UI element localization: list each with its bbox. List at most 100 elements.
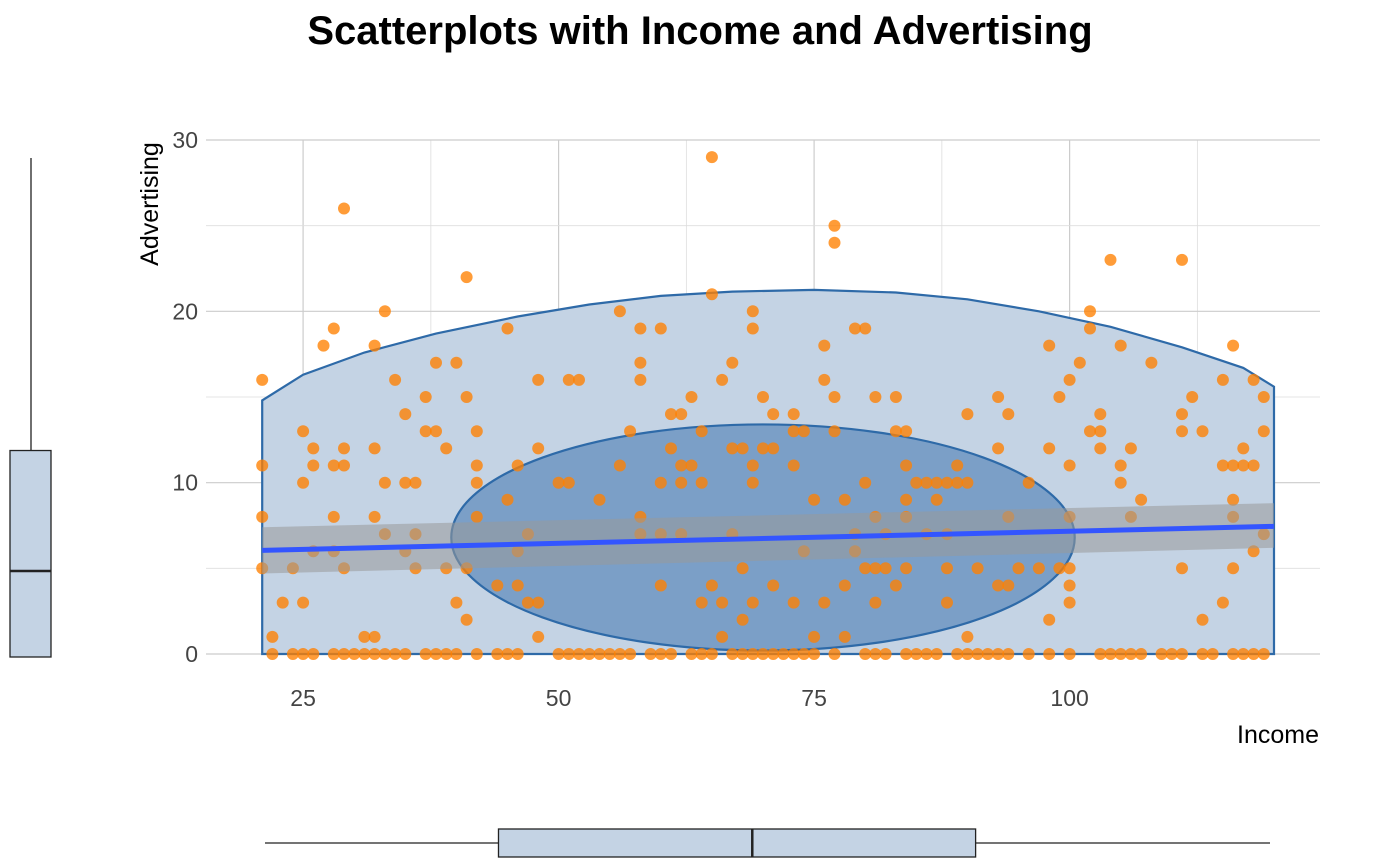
scatter-point: [1155, 648, 1168, 660]
scatter-point: [307, 442, 320, 455]
scatter-point: [327, 510, 340, 523]
scatter-point: [624, 648, 637, 660]
scatter-point: [460, 613, 473, 626]
scatter-point: [695, 596, 708, 609]
scatter-point: [920, 476, 933, 489]
scatter-point: [430, 356, 442, 369]
scatter-point: [695, 476, 708, 489]
scatter-point: [818, 373, 831, 386]
scatter-point: [430, 425, 442, 438]
scatter-point: [1247, 648, 1260, 660]
scatter-point: [757, 442, 769, 455]
scatter-point: [746, 322, 759, 335]
scatter-point: [1063, 648, 1076, 660]
scatter-point: [767, 408, 780, 421]
scatter-point: [654, 476, 667, 489]
scatter-point: [470, 648, 483, 660]
scatter-point: [470, 459, 483, 472]
scatter-point: [634, 373, 647, 386]
scatter-point: [562, 476, 575, 489]
scatter-point: [562, 648, 575, 660]
scatter-point: [501, 493, 514, 506]
scatter-point: [685, 648, 698, 660]
scatter-point: [307, 459, 320, 472]
scatter-point: [1094, 408, 1107, 421]
scatter-point: [368, 510, 381, 523]
scatter-point: [399, 476, 412, 489]
y-tick-label: 0: [185, 641, 198, 667]
scatter-point: [992, 442, 1005, 455]
scatter-point: [634, 356, 647, 369]
scatter-point: [1022, 648, 1035, 660]
scatter-point: [1043, 339, 1056, 352]
scatter-point: [1063, 373, 1076, 386]
scatter-point: [613, 305, 626, 318]
scatter-point: [828, 425, 841, 438]
scatter-point: [746, 305, 759, 318]
scatter-point: [419, 425, 432, 438]
scatter-point: [746, 459, 759, 472]
scatter-point: [1114, 476, 1127, 489]
scatter-point: [787, 408, 800, 421]
scatter-point: [358, 630, 371, 643]
scatter-point: [746, 476, 759, 489]
scatter-point: [869, 562, 882, 575]
scatter-point: [1094, 648, 1107, 660]
scatter-point: [501, 648, 514, 660]
scatter-point: [818, 596, 831, 609]
scatter-point: [491, 648, 504, 660]
scatter-point: [317, 339, 330, 352]
scatter-point: [767, 648, 780, 660]
scatter-point: [573, 373, 585, 386]
scatter-point: [787, 596, 800, 609]
scatter-point: [1196, 648, 1209, 660]
scatter-point: [307, 648, 320, 660]
scatter-point: [685, 391, 698, 403]
scatter-point: [941, 596, 953, 609]
scatter-point: [603, 648, 616, 660]
scatter-point: [746, 648, 759, 660]
scatter-point: [910, 476, 923, 489]
scatter-point: [992, 391, 1005, 403]
scatter-point: [368, 648, 381, 660]
scatter-point: [1227, 648, 1240, 660]
scatter-point: [470, 510, 483, 523]
scatter-point: [409, 476, 422, 489]
scatter-point: [593, 648, 606, 660]
scatter-point: [1135, 648, 1148, 660]
scatter-point: [552, 476, 565, 489]
scatter-point: [992, 648, 1005, 660]
scatter-point: [327, 459, 340, 472]
scatter-point: [348, 648, 361, 660]
scatter-point: [736, 562, 749, 575]
scatter-point: [1227, 339, 1240, 352]
scatter-point: [378, 476, 391, 489]
scatter-point: [1257, 425, 1270, 438]
scatter-point: [1094, 425, 1107, 438]
scatter-point: [1043, 648, 1056, 660]
x-tick-label: 25: [290, 685, 316, 711]
x-tick-label: 75: [801, 685, 827, 711]
scatter-point: [368, 339, 381, 352]
scatter-point: [695, 425, 708, 438]
scatter-point: [797, 648, 810, 660]
scatter-point: [266, 648, 279, 660]
scatter-point: [1227, 562, 1240, 575]
scatter-point: [900, 493, 913, 506]
scatter-point: [450, 648, 463, 660]
scatter-point: [613, 459, 626, 472]
scatter-point: [889, 391, 902, 403]
scatter-point: [920, 648, 933, 660]
scatter-point: [583, 648, 596, 660]
scatter-point: [1094, 442, 1107, 455]
scatter-point: [869, 648, 882, 660]
y-tick-label: 30: [172, 127, 198, 153]
scatter-point: [889, 425, 902, 438]
scatter-point: [327, 648, 340, 660]
scatter-point: [746, 596, 759, 609]
scatter-point: [981, 648, 994, 660]
scatter-point: [327, 322, 340, 335]
scatter-point: [961, 476, 974, 489]
scatter-point: [389, 373, 402, 386]
scatter-point: [1063, 562, 1076, 575]
